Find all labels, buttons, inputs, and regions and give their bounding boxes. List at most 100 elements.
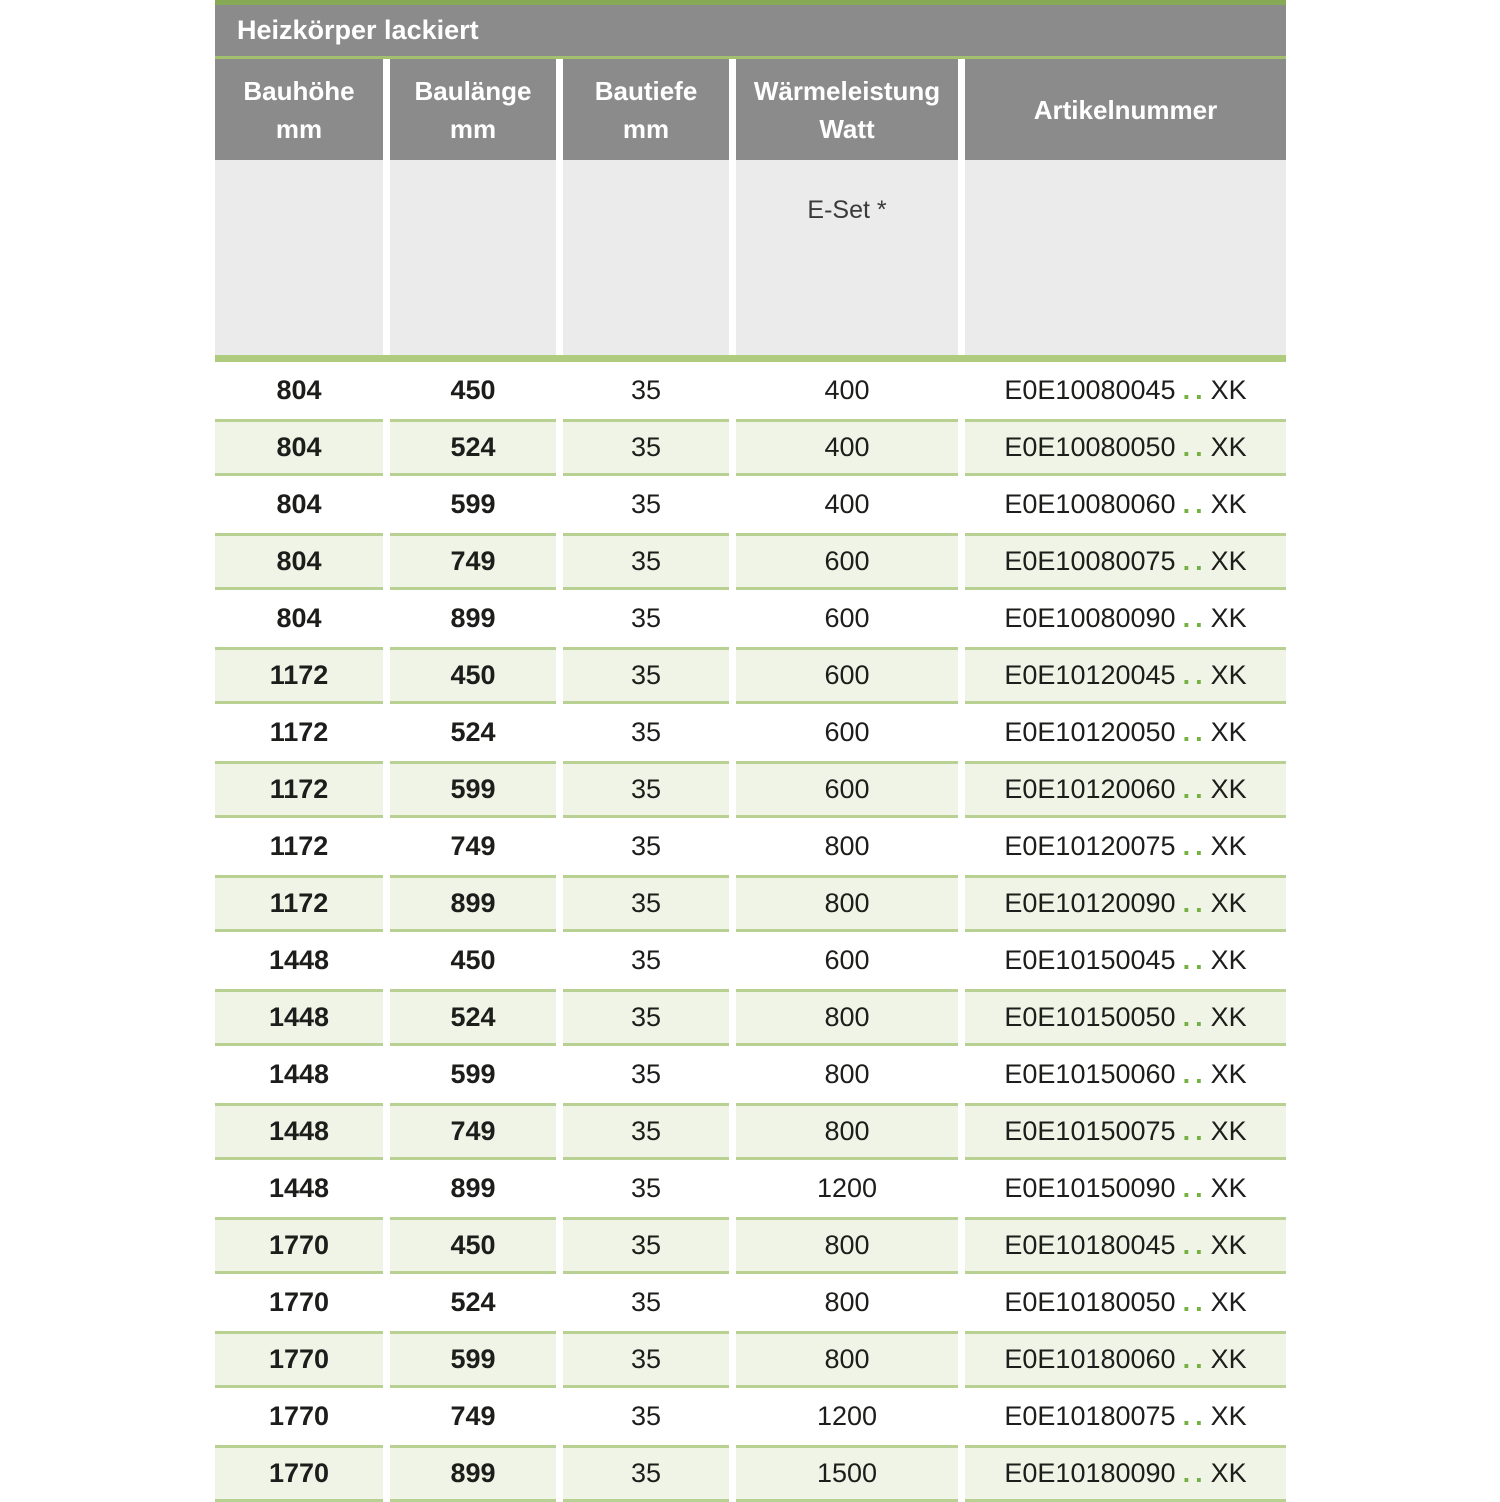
subheader-cell-waermeleistung: E-Set * — [736, 160, 958, 355]
artikel-prefix: E0E10180050 — [1004, 1287, 1176, 1317]
artikel-dots: .. — [1182, 1401, 1208, 1431]
cell-baulaenge: 450 — [450, 945, 496, 975]
cell-bauhoehe: 1448 — [268, 1059, 330, 1089]
artikel-prefix: E0E10150060 — [1004, 1059, 1176, 1089]
cell-bautiefe: 35 — [563, 1331, 729, 1388]
cell-bautiefe: 35 — [563, 533, 729, 590]
cell-waermeleistung: 800 — [824, 831, 870, 861]
artikel-prefix: E0E10120060 — [1004, 774, 1176, 804]
cell-artikelnummer: E0E10180090.. XK — [965, 1445, 1286, 1502]
cell-baulaenge: 524 — [390, 419, 556, 476]
cell-waermeleistung: 1500 — [736, 1445, 958, 1502]
cell-waermeleistung: 400 — [736, 419, 958, 476]
cell-bauhoehe: 1770 — [268, 1401, 330, 1431]
cell-waermeleistung: 800 — [736, 1103, 958, 1160]
table-row: 804 524 35 400 E0E10080050.. XK — [215, 419, 1286, 476]
artikel-prefix: E0E10120045 — [1004, 660, 1176, 690]
artikel-prefix: E0E10080075 — [1004, 546, 1176, 576]
artikel-prefix: E0E10150045 — [1004, 945, 1176, 975]
cell-bauhoehe: 1448 — [268, 945, 330, 975]
artikel-prefix: E0E10180060 — [1004, 1344, 1176, 1374]
cell-artikelnummer: E0E10150075.. XK — [965, 1103, 1286, 1160]
cell-waermeleistung: 800 — [824, 1287, 870, 1317]
artikel-dots: .. — [1182, 831, 1208, 861]
cell-waermeleistung: 600 — [824, 717, 870, 747]
table-row: 1770 749 35 1200 E0E10180075.. XK — [215, 1388, 1286, 1445]
cell-baulaenge: 450 — [390, 647, 556, 704]
cell-bauhoehe: 1770 — [215, 1445, 383, 1502]
cell-bautiefe: 35 — [563, 419, 729, 476]
cell-bautiefe: 35 — [630, 945, 662, 975]
cell-baulaenge: 899 — [390, 1445, 556, 1502]
table-row: 1448 450 35 600 E0E10150045.. XK — [215, 932, 1286, 989]
cell-artikelnummer: E0E10180045.. XK — [965, 1217, 1286, 1274]
artikel-suffix: XK — [1210, 1173, 1247, 1203]
cell-artikelnummer: E0E10150060.. XK — [965, 1046, 1286, 1103]
artikel-dots: .. — [1182, 1458, 1208, 1488]
artikel-prefix: E0E10150050 — [1004, 1002, 1176, 1032]
cell-baulaenge: 450 — [390, 1217, 556, 1274]
cell-baulaenge: 899 — [450, 1173, 496, 1203]
cell-artikelnummer: E0E10150050.. XK — [965, 989, 1286, 1046]
cell-baulaenge: 749 — [390, 533, 556, 590]
artikel-suffix: XK — [1210, 1401, 1247, 1431]
cell-bautiefe: 35 — [630, 717, 662, 747]
column-label: Baulänge — [414, 75, 532, 106]
cell-baulaenge: 524 — [450, 717, 496, 747]
cell-bauhoehe: 1770 — [268, 1287, 330, 1317]
artikel-suffix: XK — [1210, 489, 1247, 519]
cell-artikelnummer: E0E10180060.. XK — [965, 1331, 1286, 1388]
cell-artikelnummer: E0E10180075.. XK — [965, 1388, 1286, 1445]
artikel-dots: .. — [1182, 1230, 1208, 1260]
cell-waermeleistung: 600 — [824, 945, 870, 975]
cell-waermeleistung: 800 — [824, 1059, 870, 1089]
artikel-dots: .. — [1182, 375, 1208, 405]
cell-baulaenge: 450 — [450, 375, 496, 405]
artikel-suffix: XK — [1210, 603, 1247, 633]
cell-waermeleistung: 800 — [736, 1331, 958, 1388]
artikel-suffix: XK — [1210, 774, 1247, 804]
artikel-suffix: XK — [1210, 432, 1247, 462]
column-label: Bautiefe — [594, 75, 698, 106]
e-set-label: E-Set * — [807, 196, 887, 224]
column-unit: mm — [275, 113, 323, 144]
artikel-dots: .. — [1182, 660, 1208, 690]
cell-artikelnummer: E0E10080075.. XK — [965, 533, 1286, 590]
cell-waermeleistung: 600 — [824, 603, 870, 633]
cell-bautiefe: 35 — [630, 375, 662, 405]
artikel-prefix: E0E10080060 — [1004, 489, 1176, 519]
cell-waermeleistung: 600 — [736, 647, 958, 704]
artikel-dots: .. — [1182, 489, 1208, 519]
table-body: 804 450 35 400 E0E10080045.. XK 804 524 35 400 E0E… — [215, 362, 1286, 1502]
table-row: 1448 899 35 1200 E0E10150090.. XK — [215, 1160, 1286, 1217]
column-label: Bauhöhe — [243, 75, 355, 106]
top-accent-bar — [215, 0, 1286, 5]
artikel-dots: .. — [1182, 1116, 1208, 1146]
artikel-dots: .. — [1182, 774, 1208, 804]
cell-bautiefe: 35 — [563, 989, 729, 1046]
cell-baulaenge: 599 — [390, 761, 556, 818]
cell-bautiefe: 35 — [630, 1059, 662, 1089]
cell-bautiefe: 35 — [630, 831, 662, 861]
cell-baulaenge: 899 — [390, 875, 556, 932]
cell-bautiefe: 35 — [563, 1217, 729, 1274]
artikel-dots: .. — [1182, 1344, 1208, 1374]
table-row: 804 450 35 400 E0E10080045.. XK — [215, 362, 1286, 419]
artikel-suffix: XK — [1210, 1344, 1247, 1374]
table-row: 804 899 35 600 E0E10080090.. XK — [215, 590, 1286, 647]
cell-bauhoehe: 804 — [276, 603, 322, 633]
cell-bauhoehe: 1448 — [268, 1173, 330, 1203]
cell-bautiefe: 35 — [563, 875, 729, 932]
title-divider-line — [215, 56, 1286, 59]
artikel-prefix: E0E10180045 — [1004, 1230, 1176, 1260]
column-header-row: Bauhöhe mm Baulänge mm Bautiefe mm Wärmeleistu… — [215, 59, 1286, 160]
cell-bautiefe: 35 — [563, 1445, 729, 1502]
cell-artikelnummer: E0E10120060.. XK — [965, 761, 1286, 818]
cell-bautiefe: 35 — [563, 1103, 729, 1160]
artikel-prefix: E0E10120050 — [1004, 717, 1176, 747]
cell-bautiefe: 35 — [630, 1173, 662, 1203]
subheader-cell-bauhoehe — [215, 160, 383, 355]
cell-bauhoehe: 1172 — [215, 875, 383, 932]
cell-bauhoehe: 1770 — [215, 1217, 383, 1274]
cell-artikelnummer: E0E10120045.. XK — [965, 647, 1286, 704]
